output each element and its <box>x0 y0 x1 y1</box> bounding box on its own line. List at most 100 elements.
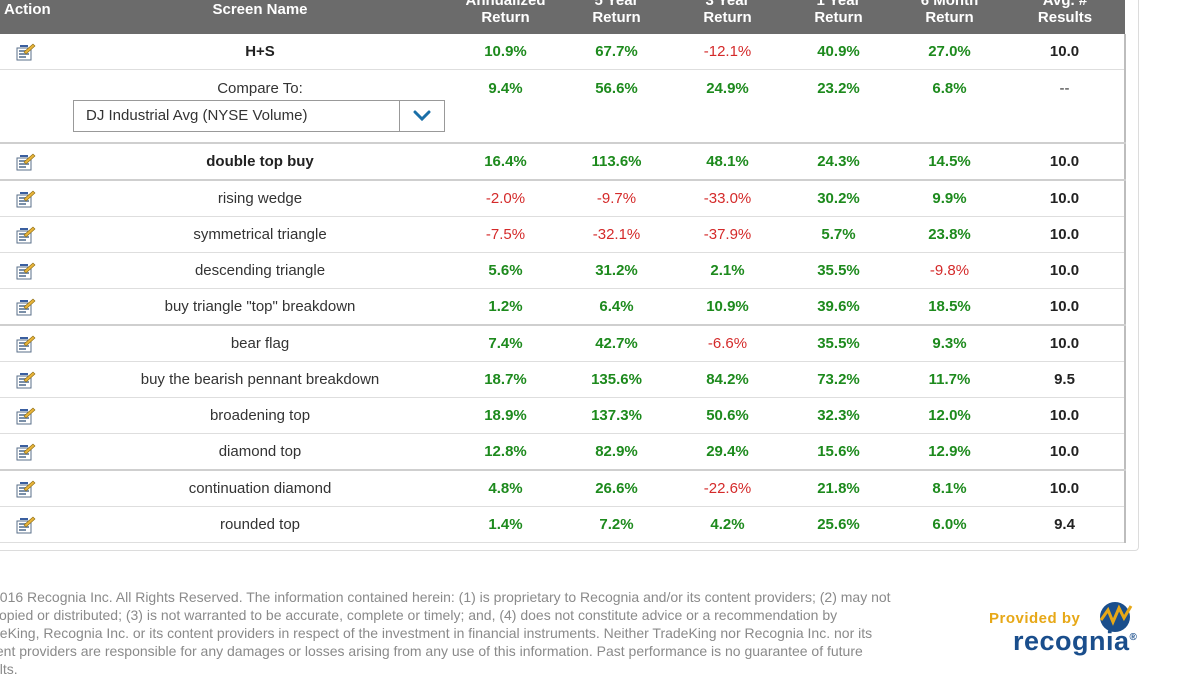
compare-row: Compare To: DJ Industrial Avg (NYSE Volu… <box>0 69 1126 144</box>
compare-annualized-return: 9.4% <box>450 69 561 144</box>
table-row: symmetrical triangle -7.5% -32.1% -37.9% 5.7… <box>0 216 1126 253</box>
screen-name: buy the bearish pennant breakdown <box>70 361 450 398</box>
1-year-return: 15.6% <box>783 433 894 471</box>
5-year-return: 26.6% <box>561 470 672 507</box>
6-month-return: -9.8% <box>894 252 1005 289</box>
action-cell[interactable] <box>0 433 70 471</box>
action-cell[interactable] <box>0 397 70 434</box>
action-cell[interactable] <box>0 216 70 253</box>
3-year-return: -33.0% <box>672 180 783 217</box>
avg-results: 10.0 <box>1005 433 1126 471</box>
3-year-return: 2.1% <box>672 252 783 289</box>
avg-results: 10.0 <box>1005 180 1126 217</box>
action-cell[interactable] <box>0 143 70 181</box>
annualized-return: -7.5% <box>450 216 561 253</box>
col-header-annualized-return[interactable]: Annualized Return <box>450 0 561 34</box>
annualized-return: 1.2% <box>450 288 561 326</box>
action-cell[interactable] <box>0 252 70 289</box>
avg-results: 10.0 <box>1005 325 1126 362</box>
col-header-screen-name[interactable]: Screen Name <box>70 0 450 34</box>
6-month-return: 8.1% <box>894 470 1005 507</box>
disclaimer-line: tent providers are responsible for any d… <box>0 643 863 659</box>
action-cell[interactable] <box>0 34 70 70</box>
5-year-return: 42.7% <box>561 325 672 362</box>
annualized-return: 10.9% <box>450 34 561 70</box>
compare-3-year-return: 24.9% <box>672 69 783 144</box>
col-header-3-year-return[interactable]: 3 Year Return <box>672 0 783 34</box>
action-cell[interactable] <box>0 288 70 326</box>
1-year-return: 35.5% <box>783 325 894 362</box>
edit-screen-icon[interactable] <box>16 407 36 425</box>
action-cell[interactable] <box>0 325 70 362</box>
compare-select[interactable]: DJ Industrial Avg (NYSE Volume) <box>73 100 445 132</box>
edit-screen-icon[interactable] <box>16 371 36 389</box>
recognia-swoosh-icon <box>1099 602 1133 632</box>
3-year-return: -6.6% <box>672 325 783 362</box>
3-year-return: -22.6% <box>672 470 783 507</box>
5-year-return: 31.2% <box>561 252 672 289</box>
avg-results: 9.4 <box>1005 506 1126 543</box>
6-month-return: 12.0% <box>894 397 1005 434</box>
table-row: buy the bearish pennant breakdown 18.7% 13… <box>0 361 1126 398</box>
chevron-down-icon[interactable] <box>399 101 444 131</box>
annualized-return: 18.9% <box>450 397 561 434</box>
action-cell[interactable] <box>0 180 70 217</box>
annualized-return: -2.0% <box>450 180 561 217</box>
compare-cell: Compare To: DJ Industrial Avg (NYSE Volu… <box>70 69 450 144</box>
3-year-return: 29.4% <box>672 433 783 471</box>
edit-screen-icon[interactable] <box>16 226 36 244</box>
edit-screen-icon[interactable] <box>16 153 36 171</box>
action-cell[interactable] <box>0 470 70 507</box>
3-year-return: -37.9% <box>672 216 783 253</box>
6-month-return: 14.5% <box>894 143 1005 181</box>
1-year-return: 30.2% <box>783 180 894 217</box>
3-year-return: 4.2% <box>672 506 783 543</box>
screen-name: continuation diamond <box>70 470 450 507</box>
5-year-return: 6.4% <box>561 288 672 326</box>
avg-results: 10.0 <box>1005 216 1126 253</box>
6-month-return: 18.5% <box>894 288 1005 326</box>
compare-avg-results: -- <box>1005 69 1126 144</box>
action-cell[interactable] <box>0 506 70 543</box>
annualized-return: 12.8% <box>450 433 561 471</box>
3-year-return: -12.1% <box>672 34 783 70</box>
compare-6-month-return: 6.8% <box>894 69 1005 144</box>
edit-screen-icon[interactable] <box>16 262 36 280</box>
edit-screen-icon[interactable] <box>16 480 36 498</box>
col-header-avg-results[interactable]: Avg. # Results <box>1005 0 1125 34</box>
5-year-return: 137.3% <box>561 397 672 434</box>
col-header-5-year-return[interactable]: 5 Year Return <box>561 0 672 34</box>
action-cell[interactable] <box>0 361 70 398</box>
5-year-return: 7.2% <box>561 506 672 543</box>
5-year-return: 67.7% <box>561 34 672 70</box>
avg-results: 10.0 <box>1005 143 1126 181</box>
1-year-return: 39.6% <box>783 288 894 326</box>
6-month-return: 27.0% <box>894 34 1005 70</box>
edit-screen-icon[interactable] <box>16 298 36 316</box>
avg-results: 9.5 <box>1005 361 1126 398</box>
1-year-return: 35.5% <box>783 252 894 289</box>
edit-screen-icon[interactable] <box>16 443 36 461</box>
edit-screen-icon[interactable] <box>16 190 36 208</box>
col-header-6-month-return[interactable]: 6 Month Return <box>894 0 1005 34</box>
edit-screen-icon[interactable] <box>16 43 36 61</box>
1-year-return: 24.3% <box>783 143 894 181</box>
screen-name: double top buy <box>70 143 450 181</box>
compare-label: Compare To: <box>217 80 303 97</box>
table-row: buy triangle "top" breakdown 1.2% 6.4% 10.9… <box>0 288 1126 326</box>
col-header-1-year-return[interactable]: 1 Year Return <box>783 0 894 34</box>
5-year-return: -32.1% <box>561 216 672 253</box>
avg-results: 10.0 <box>1005 397 1126 434</box>
1-year-return: 40.9% <box>783 34 894 70</box>
1-year-return: 21.8% <box>783 470 894 507</box>
disclaimer-line: ults. <box>0 661 18 677</box>
screen-name: rising wedge <box>70 180 450 217</box>
6-month-return: 6.0% <box>894 506 1005 543</box>
col-header-action: Action <box>0 0 70 34</box>
3-year-return: 50.6% <box>672 397 783 434</box>
edit-screen-icon[interactable] <box>16 335 36 353</box>
6-month-return: 9.9% <box>894 180 1005 217</box>
edit-screen-icon[interactable] <box>16 516 36 534</box>
3-year-return: 48.1% <box>672 143 783 181</box>
table-row: rounded top 1.4% 7.2% 4.2% 25.6% 6.0% 9.4 <box>0 506 1126 543</box>
